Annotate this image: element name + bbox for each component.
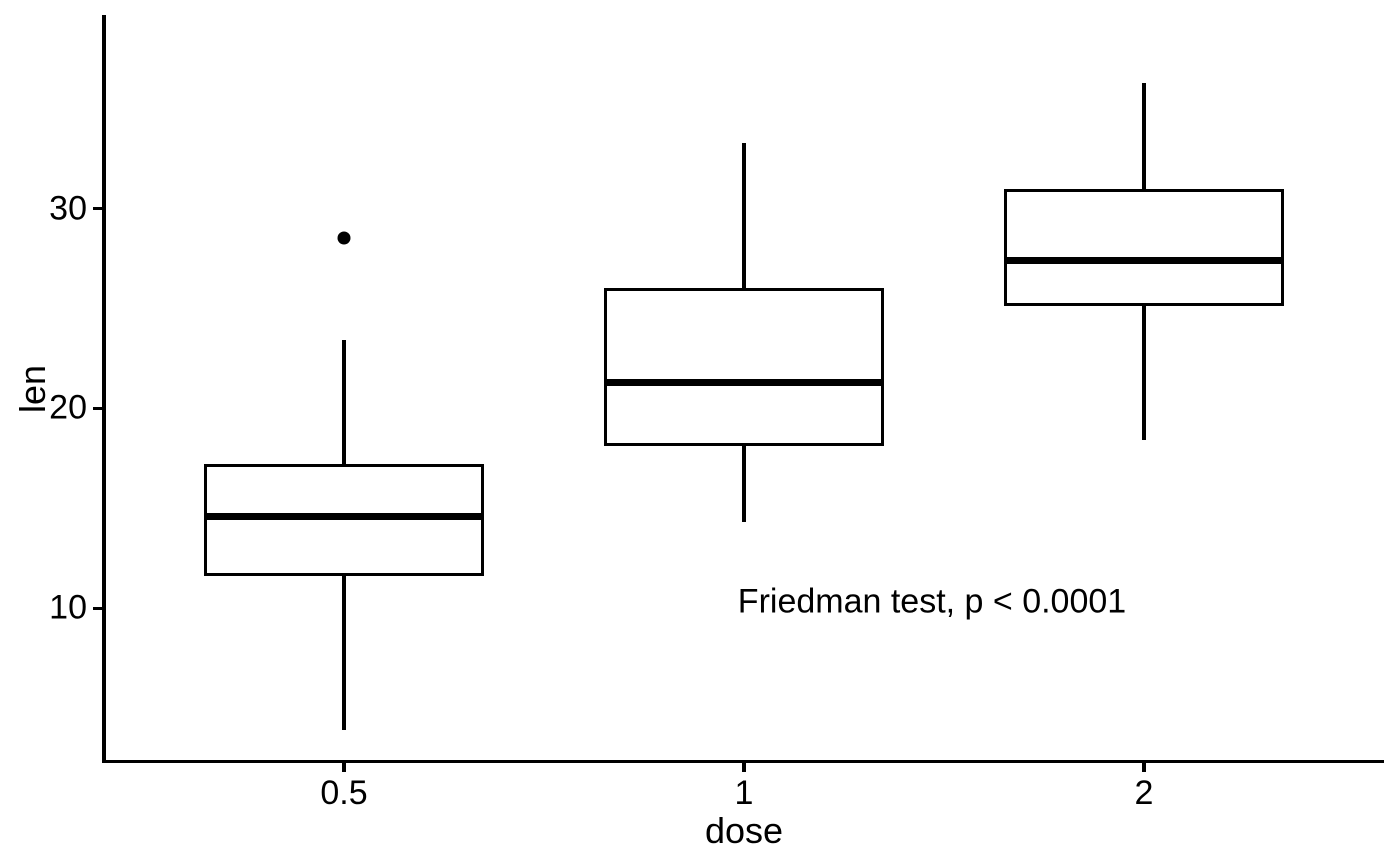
box-plot-box xyxy=(604,288,884,447)
y-tick-mark xyxy=(93,206,103,211)
x-tick-label: 2 xyxy=(1134,774,1154,812)
box-plot-box xyxy=(1004,188,1284,307)
median-line xyxy=(1004,256,1284,264)
median-line xyxy=(204,512,484,520)
x-tick-label: 0.5 xyxy=(320,774,368,812)
y-tick-mark xyxy=(93,606,103,611)
x-axis-line xyxy=(102,759,1385,764)
y-tick-mark xyxy=(93,406,103,411)
y-axis-line xyxy=(102,15,106,763)
whisker-upper xyxy=(1142,82,1146,189)
box-plot-box xyxy=(204,464,484,577)
x-tick-mark xyxy=(1142,763,1146,772)
whisker-upper xyxy=(742,142,746,289)
whisker-upper xyxy=(342,340,346,465)
x-tick-mark xyxy=(742,763,746,772)
x-tick-label: 1 xyxy=(734,774,754,812)
median-line xyxy=(604,378,884,386)
x-axis-title: dose xyxy=(704,810,784,851)
friedman-test-annotation: Friedman test, p < 0.0001 xyxy=(737,582,1127,621)
y-tick-label: 10 xyxy=(49,588,87,627)
outlier-point xyxy=(337,231,351,245)
y-tick-label: 30 xyxy=(49,189,87,227)
x-tick-mark xyxy=(342,763,346,772)
whisker-lower xyxy=(1142,306,1146,441)
whisker-lower xyxy=(742,446,746,523)
y-axis-title: len xyxy=(12,364,53,414)
y-tick-label: 20 xyxy=(49,388,87,427)
whisker-lower xyxy=(342,576,346,731)
